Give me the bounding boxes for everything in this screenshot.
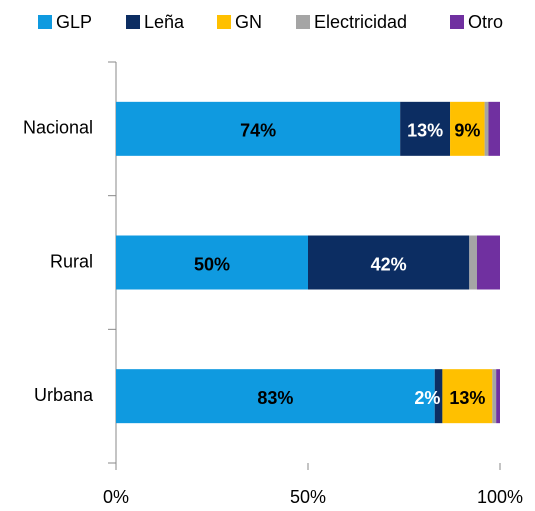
x-tick-label: 0% xyxy=(103,487,129,507)
x-tick-label: 100% xyxy=(477,487,523,507)
data-label: 13% xyxy=(407,121,443,141)
bar-segment xyxy=(116,101,401,156)
bar-segment xyxy=(434,369,443,424)
bar-segment xyxy=(308,235,470,290)
data-label: 83% xyxy=(257,388,293,408)
data-label: 9% xyxy=(454,121,480,141)
legend-swatch xyxy=(450,15,464,29)
bar-segment xyxy=(476,235,500,290)
bar-segment xyxy=(116,369,435,424)
bar-segment xyxy=(484,101,489,156)
bar-segment xyxy=(469,235,477,290)
legend-swatch xyxy=(126,15,140,29)
data-label: 50% xyxy=(194,254,230,274)
category-label: Rural xyxy=(50,251,93,271)
bar-segment xyxy=(442,369,493,424)
bar-segment xyxy=(496,369,500,424)
legend-label: Electricidad xyxy=(314,12,407,32)
bar-segment xyxy=(488,101,500,156)
category-label: Nacional xyxy=(23,118,93,138)
legend-label: Otro xyxy=(468,12,503,32)
data-label: 2% xyxy=(414,388,440,408)
data-label: 13% xyxy=(449,388,485,408)
category-label: Urbana xyxy=(34,385,94,405)
bar-segment xyxy=(492,369,497,424)
legend-label: Leña xyxy=(144,12,185,32)
legend-label: GN xyxy=(235,12,262,32)
bar-segment xyxy=(400,101,451,156)
data-label: 74% xyxy=(240,121,276,141)
data-label: 42% xyxy=(371,254,407,274)
legend-label: GLP xyxy=(56,12,92,32)
legend-swatch xyxy=(217,15,231,29)
bar-segment xyxy=(450,101,485,156)
legend-swatch xyxy=(38,15,52,29)
x-tick-label: 50% xyxy=(290,487,326,507)
bar-segment xyxy=(116,235,308,290)
legend-swatch xyxy=(296,15,310,29)
